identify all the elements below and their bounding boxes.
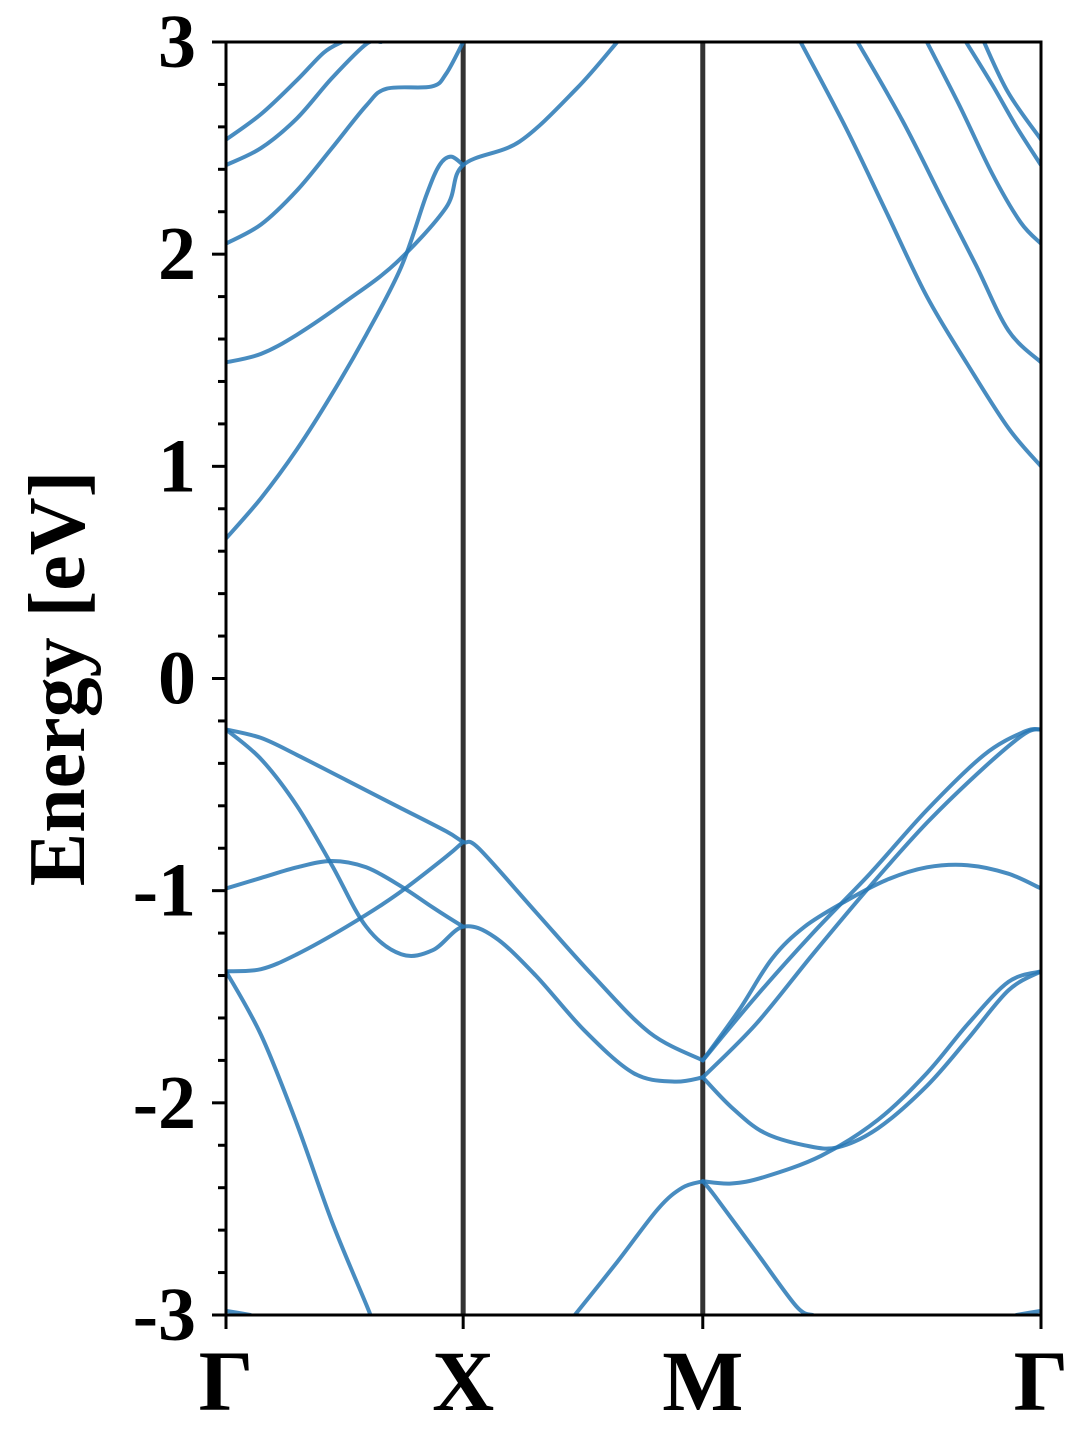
y-tick-label: -3 <box>133 1273 196 1357</box>
band-line-18 <box>700 969 1041 1151</box>
y-axis-label: Energy [eV] <box>14 471 102 886</box>
band-line-15 <box>226 969 373 1315</box>
band-line-21 <box>700 727 1041 1063</box>
axis-ticks <box>212 40 1043 1329</box>
band-line-12 <box>226 727 705 1084</box>
band-line-9 <box>964 42 1041 168</box>
x-tick-label-X: X <box>432 1333 494 1429</box>
band-line-17 <box>700 969 1041 1186</box>
band-line-19 <box>700 1179 815 1315</box>
band-line-7 <box>855 42 1041 365</box>
band-line-16 <box>572 1179 705 1315</box>
band-line-4 <box>226 42 620 365</box>
band-line-10 <box>982 42 1041 142</box>
x-tick-label-Γ: Γ <box>199 1333 254 1429</box>
plot-frame <box>224 40 1043 1317</box>
band-line-14 <box>226 839 466 974</box>
band-line-5 <box>226 154 466 541</box>
x-tick-label-Γ: Γ <box>1014 1333 1069 1429</box>
y-tick-label: 3 <box>158 0 196 84</box>
y-tick-label: 2 <box>158 212 196 296</box>
y-tick-label: 1 <box>158 424 196 508</box>
band-line-22 <box>700 727 1041 1080</box>
kpath-lines <box>460 42 706 1315</box>
band-line-13 <box>226 859 466 929</box>
band-line-20 <box>700 862 1041 1063</box>
band-line-6 <box>798 42 1041 469</box>
band-line-8 <box>924 42 1041 246</box>
x-tick-label-M: M <box>662 1333 743 1429</box>
y-tick-label: -1 <box>133 849 196 933</box>
y-tick-label: -2 <box>133 1061 196 1145</box>
band-line-2 <box>226 42 383 168</box>
y-tick-labels: -3 -2 -1 0 1 2 3 <box>133 0 196 1357</box>
y-tick-label: 0 <box>158 637 196 721</box>
band-lines <box>226 42 1041 1315</box>
band-line-1 <box>226 42 344 142</box>
band-line-3 <box>226 42 466 246</box>
